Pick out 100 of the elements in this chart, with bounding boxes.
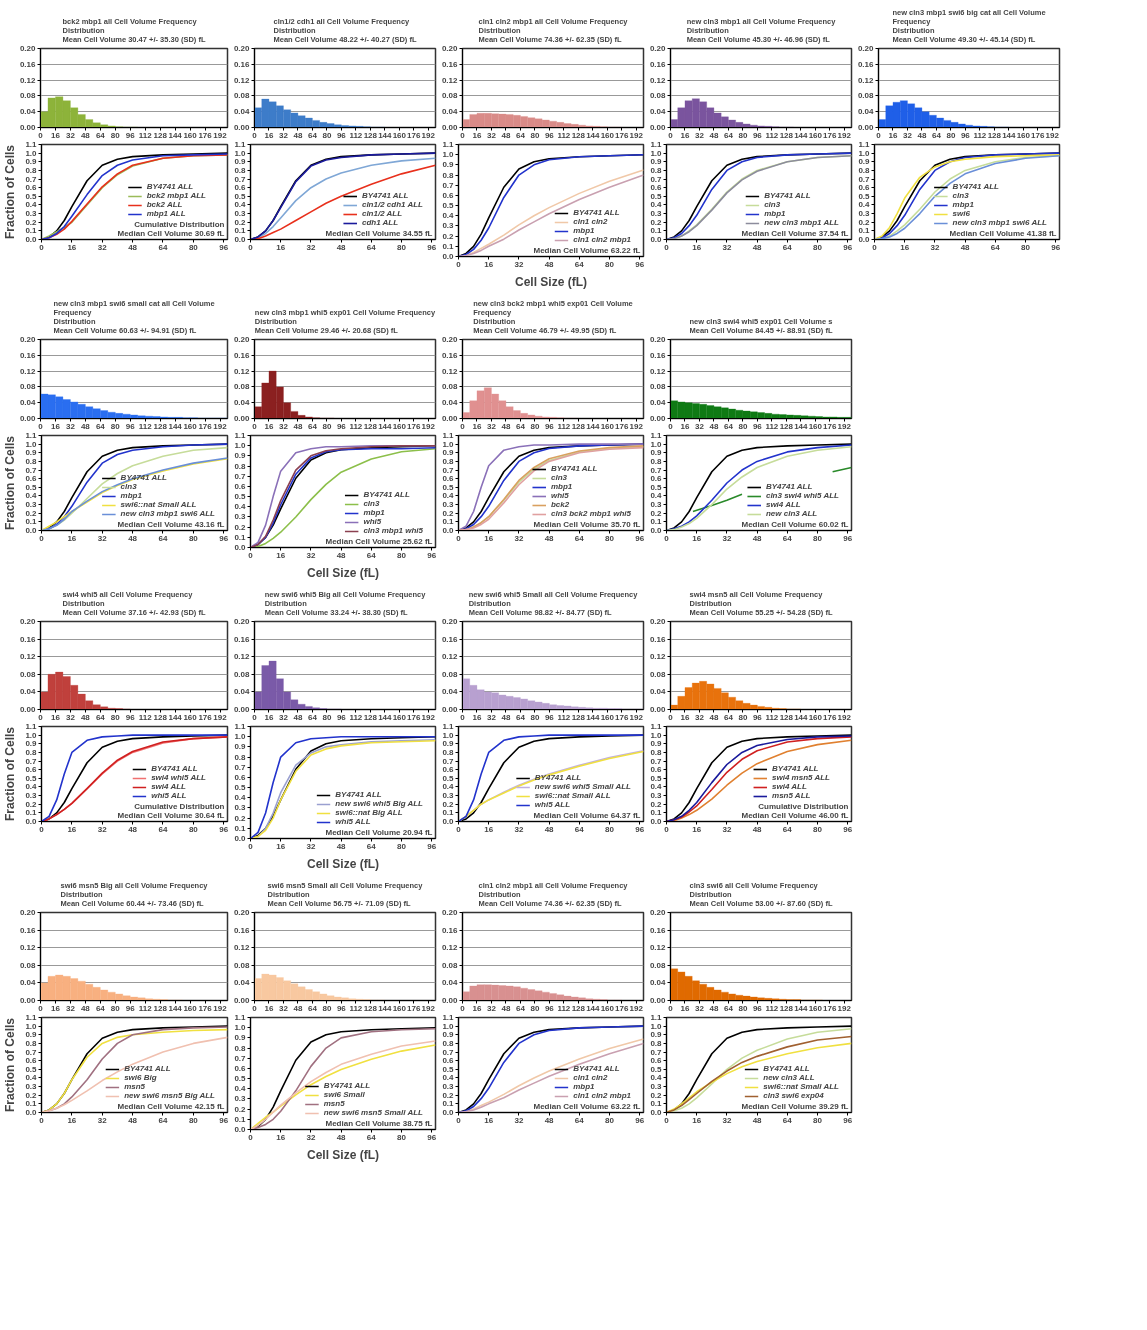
y-tick-label: 0.3 (650, 1082, 663, 1092)
y-tick-label: 0.6 (650, 474, 663, 484)
y-tick-label: 0.6 (442, 765, 455, 775)
x-tick-label: 48 (501, 421, 511, 431)
y-tick-label: 0.0 (442, 1108, 455, 1117)
x-tick-label: 16 (472, 712, 482, 722)
legend-label: BY4741 ALL (361, 191, 409, 200)
y-tick-label: 0.1 (650, 808, 663, 818)
x-tick-label: 160 (808, 712, 823, 722)
y-tick-label: 0.9 (442, 448, 455, 458)
x-tick-label: 112 (349, 421, 363, 431)
x-tick-label: 96 (843, 1115, 853, 1125)
x-tick-label: 160 (183, 1003, 198, 1013)
y-tick-label: 0.00 (441, 996, 459, 1005)
y-axis-title: Fraction of Cells (3, 726, 18, 822)
x-tick-label: 160 (183, 421, 198, 431)
y-tick-label: 0.8 (25, 1038, 38, 1048)
y-tick-label: 0.12 (19, 75, 37, 85)
x-tick-label: 64 (782, 242, 793, 252)
annotation: Median Cell Volume 64.37 fL (533, 810, 641, 820)
x-tick-label: 32 (695, 712, 705, 722)
legend-label: new cln3 mbp1 swi6 ALL (120, 509, 215, 518)
x-tick-label: 16 (276, 550, 286, 560)
x-axis-title: Cell Size (fL) (515, 274, 588, 289)
x-tick-label: 64 (307, 130, 318, 140)
y-tick-label: 1.1 (858, 140, 871, 149)
x-tick-label: 96 (125, 1003, 136, 1013)
x-tick-label: 144 (794, 712, 809, 722)
y-tick-label: 0.00 (19, 123, 37, 132)
y-tick-label: 0.5 (650, 1064, 663, 1074)
x-tick-label: 80 (188, 533, 199, 543)
y-tick-label: 0.16 (441, 59, 459, 69)
y-tick-label: 0.9 (234, 742, 247, 752)
y-tick-label: 1.1 (25, 140, 38, 149)
y-tick-label: 0.2 (650, 508, 663, 518)
x-tick-label: 64 (723, 130, 734, 140)
y-tick-label: 0.1 (858, 226, 871, 236)
x-tick-label: 48 (336, 841, 347, 851)
y-tick-label: 0.7 (25, 756, 38, 766)
x-tick-label: 80 (110, 130, 121, 140)
legend-label: bck2 (550, 500, 571, 509)
legend-label: new cln3 ALL (763, 1073, 815, 1082)
x-tick-label: 64 (515, 130, 526, 140)
y-tick-label: 0.2 (442, 1090, 455, 1100)
y-tick-label: 0.1 (25, 517, 38, 527)
x-tick-label: 64 (990, 242, 1001, 252)
x-tick-label: 112 (349, 1003, 363, 1013)
x-tick-label: 64 (782, 1115, 793, 1125)
y-tick-label: 0.08 (19, 669, 37, 679)
y-tick-label: 0.6 (25, 183, 38, 193)
x-tick-label: 48 (128, 242, 138, 252)
legend-label: cln1 cln2 (573, 217, 608, 226)
x-tick-label: 96 (427, 1132, 437, 1142)
x-tick-label: 80 (813, 533, 823, 543)
y-tick-label: 0.08 (441, 91, 459, 101)
x-tick-label: 0 (39, 533, 45, 543)
x-tick-label: 64 (515, 712, 526, 722)
x-tick-label: 144 (586, 712, 601, 722)
y-tick-label: 0.20 (19, 44, 37, 53)
x-tick-label: 16 (51, 712, 61, 722)
x-tick-label: 80 (188, 242, 199, 252)
x-tick-label: 16 (900, 242, 910, 252)
x-tick-label: 128 (153, 712, 168, 722)
x-tick-label: 48 (336, 550, 347, 560)
y-tick-label: 0.04 (233, 107, 251, 117)
legend-label: cln3 mbp1 whi5 (363, 526, 423, 535)
y-tick-label: 0.2 (442, 508, 455, 518)
x-tick-label: 64 (307, 712, 318, 722)
y-tick-label: 0.7 (234, 471, 247, 481)
x-tick-label: 96 (752, 421, 763, 431)
legend-label: BY4741 ALL (765, 482, 813, 491)
y-tick-label: 0.1 (25, 226, 38, 236)
legend-label: cln3 swi6 exp04 (763, 1091, 824, 1100)
y-tick-label: 0.04 (857, 107, 875, 117)
y-tick-label: 0.12 (441, 366, 459, 376)
y-tick-label: 0.9 (650, 157, 663, 167)
y-tick-label: 1.0 (234, 1023, 247, 1033)
y-tick-label: 0.12 (649, 75, 667, 85)
y-tick-label: 0.4 (234, 200, 247, 210)
y-tick-label: 0.0 (234, 834, 247, 843)
x-tick-label: 112 (557, 1003, 571, 1013)
y-tick-label: 0.00 (649, 414, 667, 423)
y-tick-label: 0.4 (25, 491, 38, 501)
y-tick-label: 0.0 (25, 817, 38, 826)
x-tick-label: 32 (695, 421, 705, 431)
x-tick-label: 16 (67, 533, 77, 543)
y-tick-label: 0.0 (234, 1125, 247, 1134)
x-tick-label: 64 (931, 130, 942, 140)
annotation: Median Cell Volume 35.70 fL (533, 519, 641, 529)
x-tick-label: 48 (80, 130, 91, 140)
x-tick-label: 64 (782, 824, 793, 834)
legend-label: whi5 (363, 517, 383, 526)
x-tick-label: 32 (306, 1132, 316, 1142)
x-tick-label: 176 (823, 421, 837, 431)
x-tick-label: 0 (252, 712, 258, 722)
x-tick-label: 176 (407, 130, 421, 140)
y-tick-label: 0.7 (234, 174, 247, 184)
y-axis-title: Fraction of Cells (3, 435, 18, 531)
y-tick-label: 0.3 (25, 791, 38, 801)
x-tick-label: 32 (487, 1003, 497, 1013)
